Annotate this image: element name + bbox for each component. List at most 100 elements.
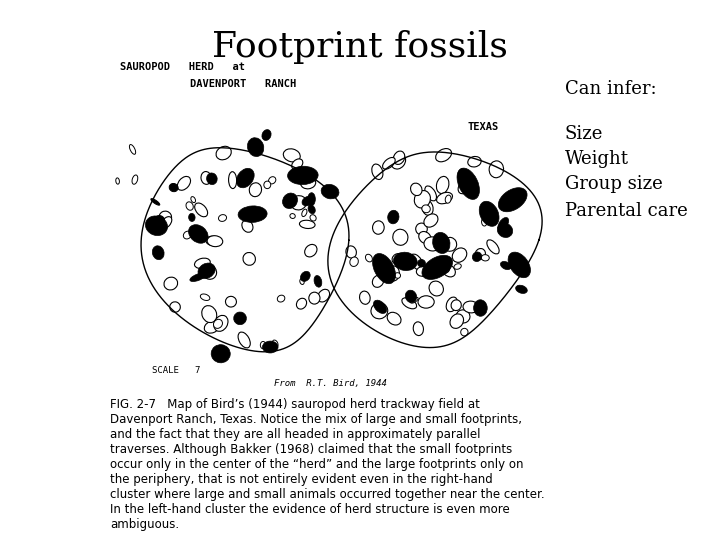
Ellipse shape — [300, 272, 310, 281]
Ellipse shape — [437, 261, 450, 273]
Ellipse shape — [204, 321, 220, 333]
Ellipse shape — [433, 232, 450, 253]
Text: SAUROPOD   HERD   at: SAUROPOD HERD at — [120, 62, 245, 72]
Ellipse shape — [264, 181, 271, 188]
Ellipse shape — [164, 277, 178, 290]
Ellipse shape — [283, 149, 300, 162]
Ellipse shape — [186, 202, 193, 210]
Ellipse shape — [457, 168, 480, 199]
Ellipse shape — [498, 223, 513, 238]
Ellipse shape — [170, 302, 180, 312]
Ellipse shape — [211, 345, 230, 363]
Ellipse shape — [393, 151, 405, 165]
Ellipse shape — [159, 211, 171, 223]
Ellipse shape — [350, 257, 359, 266]
Ellipse shape — [290, 214, 295, 219]
Ellipse shape — [201, 172, 211, 184]
Ellipse shape — [482, 218, 487, 226]
Text: Size: Size — [565, 125, 603, 143]
Ellipse shape — [207, 235, 222, 247]
Ellipse shape — [371, 303, 388, 319]
Ellipse shape — [422, 200, 433, 215]
Ellipse shape — [418, 296, 434, 308]
Ellipse shape — [393, 252, 417, 271]
Ellipse shape — [302, 209, 307, 217]
Ellipse shape — [202, 306, 217, 322]
Ellipse shape — [458, 180, 471, 194]
Ellipse shape — [481, 255, 490, 261]
Ellipse shape — [414, 191, 431, 208]
Ellipse shape — [216, 146, 231, 160]
Ellipse shape — [500, 261, 511, 269]
Ellipse shape — [415, 223, 427, 235]
Ellipse shape — [190, 273, 206, 281]
Ellipse shape — [516, 285, 527, 293]
Ellipse shape — [269, 177, 276, 184]
Ellipse shape — [189, 225, 208, 243]
Ellipse shape — [191, 197, 196, 202]
Ellipse shape — [498, 218, 508, 231]
Ellipse shape — [238, 206, 267, 222]
Text: FIG. 2-7   Map of Bird’s (1944) sauropod herd trackway field at
Davenport Ranch,: FIG. 2-7 Map of Bird’s (1944) sauropod h… — [110, 398, 544, 531]
Ellipse shape — [243, 253, 256, 265]
Ellipse shape — [388, 266, 400, 281]
Ellipse shape — [206, 236, 220, 246]
Ellipse shape — [225, 296, 236, 307]
Ellipse shape — [287, 166, 318, 185]
Ellipse shape — [309, 292, 320, 304]
Ellipse shape — [436, 148, 451, 162]
Ellipse shape — [366, 254, 372, 262]
Ellipse shape — [419, 232, 431, 244]
Ellipse shape — [214, 319, 222, 328]
Text: Can infer:: Can infer: — [565, 80, 657, 98]
Ellipse shape — [443, 238, 456, 251]
Ellipse shape — [249, 183, 261, 197]
Ellipse shape — [452, 248, 467, 262]
Ellipse shape — [145, 216, 168, 235]
Ellipse shape — [153, 246, 164, 260]
Ellipse shape — [300, 220, 315, 228]
Ellipse shape — [487, 240, 499, 254]
Ellipse shape — [395, 273, 400, 278]
Ellipse shape — [413, 322, 423, 335]
Ellipse shape — [194, 258, 210, 268]
Ellipse shape — [228, 172, 237, 188]
Ellipse shape — [305, 245, 317, 257]
Ellipse shape — [207, 173, 217, 185]
Ellipse shape — [489, 161, 503, 178]
Ellipse shape — [359, 291, 370, 304]
Ellipse shape — [203, 265, 217, 279]
Ellipse shape — [300, 279, 304, 285]
Ellipse shape — [282, 193, 297, 208]
Ellipse shape — [238, 332, 251, 348]
Ellipse shape — [422, 205, 431, 213]
Ellipse shape — [372, 221, 384, 234]
Ellipse shape — [177, 177, 191, 190]
Ellipse shape — [418, 259, 426, 267]
Ellipse shape — [498, 188, 527, 212]
Ellipse shape — [472, 252, 482, 261]
Ellipse shape — [387, 210, 399, 224]
Ellipse shape — [445, 195, 451, 203]
Ellipse shape — [468, 157, 481, 167]
Text: Weight: Weight — [565, 150, 629, 168]
Ellipse shape — [346, 246, 356, 258]
Ellipse shape — [184, 231, 192, 239]
Ellipse shape — [372, 164, 383, 179]
Ellipse shape — [116, 178, 120, 184]
Ellipse shape — [242, 220, 253, 232]
Ellipse shape — [387, 312, 401, 325]
Ellipse shape — [130, 145, 135, 154]
Ellipse shape — [308, 205, 315, 214]
Text: Group size: Group size — [565, 175, 662, 193]
Ellipse shape — [422, 255, 453, 280]
Ellipse shape — [248, 138, 264, 157]
Ellipse shape — [314, 275, 322, 287]
Ellipse shape — [374, 300, 387, 313]
Ellipse shape — [194, 203, 207, 217]
Ellipse shape — [425, 186, 436, 201]
Text: From  R.T. Bird, 1944: From R.T. Bird, 1944 — [274, 379, 387, 388]
Ellipse shape — [463, 301, 479, 313]
Ellipse shape — [198, 263, 215, 279]
Ellipse shape — [450, 314, 464, 328]
